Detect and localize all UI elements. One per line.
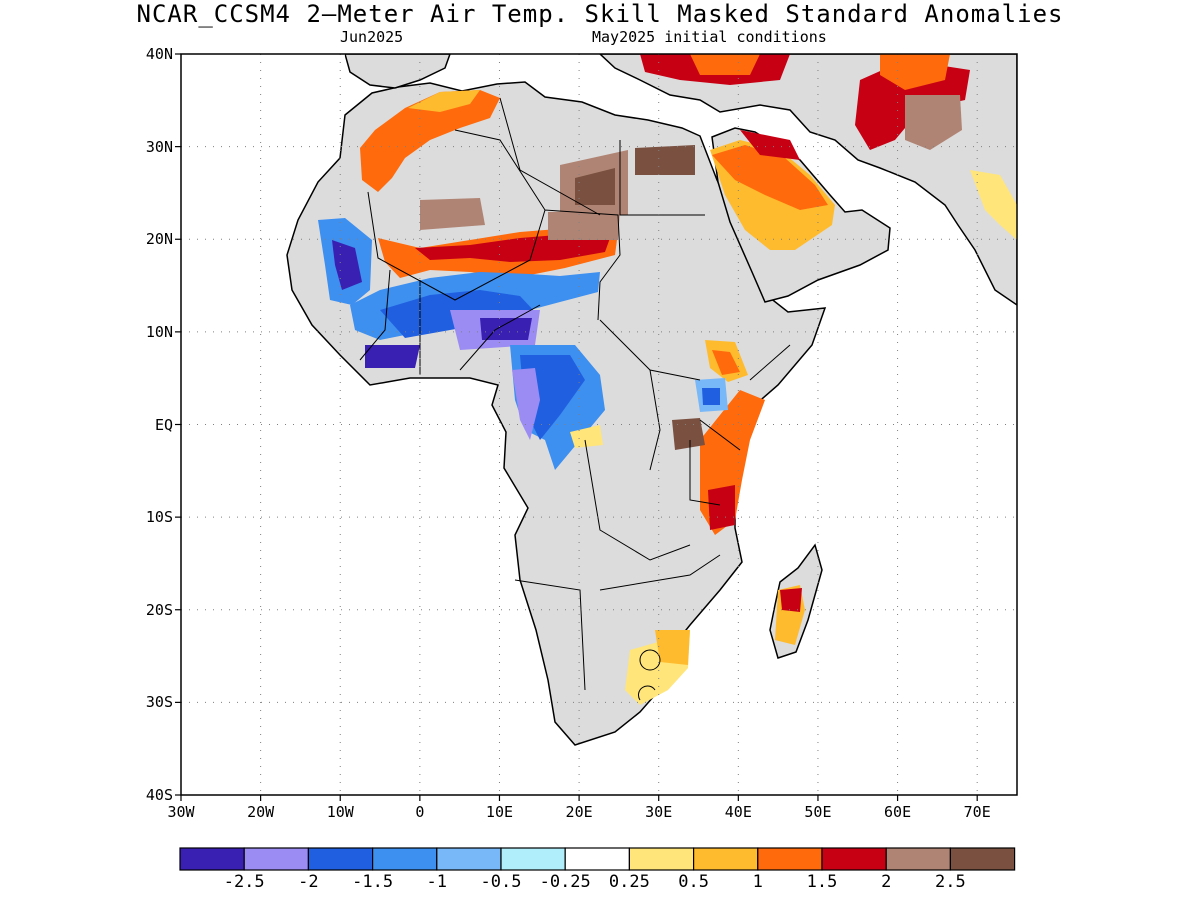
gabon-warm — [570, 425, 603, 448]
lat-label: 30S — [145, 693, 173, 712]
anomaly-patches — [181, 54, 1017, 795]
lon-label: 10W — [326, 803, 354, 821]
colorbar-label: 1.5 — [806, 872, 838, 892]
lon-label: 40E — [724, 803, 752, 821]
ocean-anomaly-mask — [181, 54, 530, 795]
lon-label: 20W — [247, 803, 275, 821]
lon-label: 20E — [565, 803, 593, 821]
colorbar-label: 1 — [752, 872, 763, 892]
graticule — [181, 54, 1017, 795]
lake-victoria-hot — [672, 418, 705, 450]
colorbar-label: 2.5 — [935, 872, 966, 892]
lon-label: 0 — [415, 803, 425, 821]
lon-label: 60E — [884, 803, 912, 821]
colorbar-label: -0.25 — [539, 872, 591, 892]
colorbar-label: 2 — [881, 872, 892, 892]
initial-conditions: May2025 initial conditions — [592, 28, 827, 46]
arabia-warm-core — [712, 145, 828, 210]
country-borders — [359, 97, 791, 701]
colorbar-swatch — [821, 847, 887, 871]
lon-label: 30W — [167, 803, 195, 821]
lat-label: 10N — [145, 322, 173, 341]
lon-label: 30E — [645, 803, 673, 821]
colorbar-swatch — [307, 847, 374, 871]
madagascar-hot — [780, 588, 802, 612]
egypt-hot — [635, 145, 695, 175]
sahara-warm-core — [415, 234, 610, 262]
ethiopia-warm-core — [712, 350, 740, 375]
forecast-month: Jun2025 — [340, 28, 404, 46]
lon-label: 10E — [485, 803, 514, 821]
lon-label: 70E — [963, 803, 991, 821]
colorbar-label: -1 — [426, 872, 448, 892]
kenya-cold-core — [702, 388, 720, 405]
atlas-warm-edge — [408, 90, 480, 112]
senegal-cold-core — [332, 240, 362, 290]
lat-label: 10S — [145, 508, 173, 527]
iran-very-hot — [905, 95, 962, 150]
lat-label: 20S — [145, 600, 173, 619]
south-africa-warm-core — [655, 630, 690, 665]
axis-ticks — [175, 53, 978, 801]
congo-cold-purple — [512, 368, 540, 440]
arabia-hot — [740, 130, 800, 160]
colorbar-label: -0.5 — [480, 872, 522, 892]
colorbar-swatch — [500, 847, 566, 871]
border-lines — [359, 97, 791, 701]
colorbar-swatch — [243, 847, 309, 871]
map-title: NCAR_CCSM4 2—Meter Air Temp. Skill Maske… — [136, 0, 1064, 28]
colorbar-swatch — [436, 847, 502, 871]
niger-chad-hot — [420, 198, 485, 230]
libya-hot-core — [575, 168, 615, 205]
atlas-warm — [360, 90, 500, 192]
colorbar-swatch — [692, 847, 759, 871]
guinea-cold — [365, 345, 420, 368]
colorbar-swatch — [179, 847, 245, 871]
pakistan-warm — [970, 170, 1017, 240]
turkey-warm — [690, 54, 760, 75]
lon-label: 50E — [804, 803, 832, 821]
colorbar-swatch — [949, 847, 1016, 871]
lat-label: 20N — [145, 230, 173, 249]
chad-hot — [548, 210, 620, 240]
colorbar-label: -1.5 — [352, 872, 394, 892]
lat-label: 40S — [145, 786, 173, 804]
colorbar-swatch — [885, 847, 952, 871]
land-iberia — [344, 54, 451, 89]
colorbar-swatch — [757, 847, 823, 871]
east-africa-hot — [708, 485, 735, 530]
colorbar-swatch — [628, 847, 695, 871]
lat-label: EQ — [154, 415, 173, 434]
lat-label: 40N — [145, 45, 173, 63]
lat-label: 30N — [145, 137, 173, 156]
colorbar-label: -2.5 — [223, 872, 265, 892]
nigeria-cold-core — [480, 318, 532, 340]
colorbar-label: 0.25 — [608, 872, 650, 892]
colorbar-label: 0.5 — [678, 872, 709, 892]
colorbar-label: -2 — [298, 872, 319, 892]
colorbar-swatch — [564, 847, 631, 871]
colorbar — [179, 847, 1016, 871]
colorbar-swatch — [372, 847, 438, 871]
